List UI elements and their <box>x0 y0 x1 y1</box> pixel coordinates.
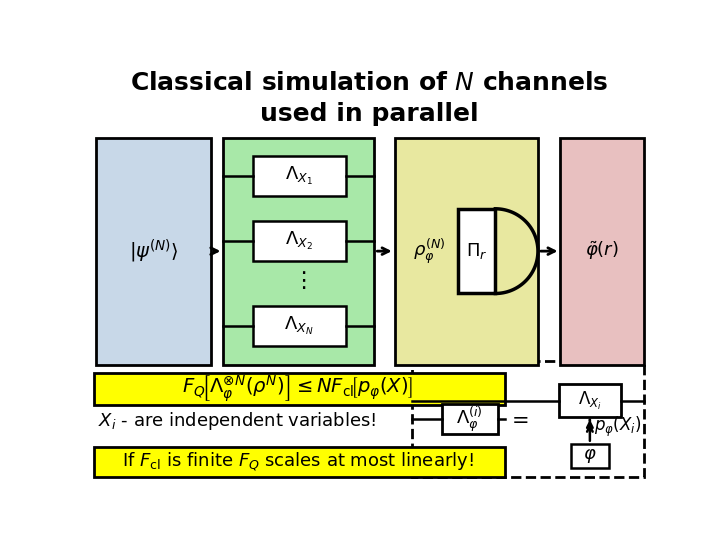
Bar <box>253 306 346 346</box>
Text: $X_i$ - are independent variables!: $X_i$ - are independent variables! <box>98 410 376 433</box>
Text: $p_\varphi(X_i)$: $p_\varphi(X_i)$ <box>594 415 642 439</box>
Bar <box>94 448 505 477</box>
Text: used in parallel: used in parallel <box>260 102 478 126</box>
Text: $\Lambda_{X_2}$: $\Lambda_{X_2}$ <box>285 230 313 252</box>
Bar <box>253 221 346 261</box>
Text: $\tilde{\varphi}(r)$: $\tilde{\varphi}(r)$ <box>585 240 619 262</box>
Bar <box>570 444 609 468</box>
Text: $\varphi$: $\varphi$ <box>583 447 597 465</box>
Text: $\Lambda_{X_N}$: $\Lambda_{X_N}$ <box>284 315 314 337</box>
Bar <box>458 209 495 294</box>
Bar <box>412 361 644 477</box>
Bar <box>560 138 644 365</box>
Bar <box>253 156 346 195</box>
Text: $\Pi_r$: $\Pi_r$ <box>466 241 487 261</box>
Bar <box>96 138 211 365</box>
Bar <box>94 373 505 405</box>
Bar <box>395 138 538 365</box>
Text: $|\psi^{(N)}\rangle$: $|\psi^{(N)}\rangle$ <box>129 238 179 265</box>
Text: $\Lambda_\varphi^{(i)}$: $\Lambda_\varphi^{(i)}$ <box>456 404 483 434</box>
Text: $\Lambda_{X_1}$: $\Lambda_{X_1}$ <box>285 165 313 187</box>
Bar <box>442 403 498 434</box>
Text: If $F_{\mathrm{cl}}$ is finite $F_Q$ scales at most linearly!: If $F_{\mathrm{cl}}$ is finite $F_Q$ sca… <box>122 451 474 474</box>
Bar <box>223 138 374 365</box>
Text: $\vdots$: $\vdots$ <box>292 269 307 292</box>
Text: $F_Q\!\left[\Lambda_\varphi^{\otimes N}(\rho^N)\right] \leq NF_{\mathrm{cl}}\!\l: $F_Q\!\left[\Lambda_\varphi^{\otimes N}(… <box>182 374 413 404</box>
Bar <box>559 384 621 417</box>
Text: $\Lambda_{X_i}$: $\Lambda_{X_i}$ <box>578 389 602 411</box>
Text: $\rho_\varphi^{(N)}$: $\rho_\varphi^{(N)}$ <box>413 237 446 266</box>
Text: $=$: $=$ <box>507 409 528 429</box>
Text: Classical simulation of $N$ channels: Classical simulation of $N$ channels <box>130 71 608 95</box>
